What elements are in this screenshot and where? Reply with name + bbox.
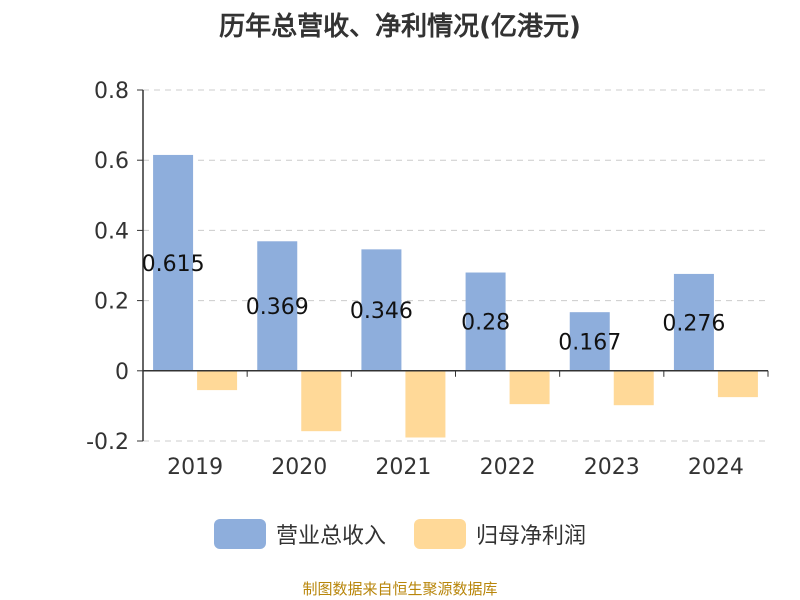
bar-net-profit[interactable] <box>509 370 550 405</box>
chart-legend: 营业总收入 归母净利润 <box>0 518 800 550</box>
x-tick-label: 2020 <box>271 455 327 480</box>
data-label-revenue: 0.615 <box>142 252 205 277</box>
y-tick-label: 0 <box>115 360 129 385</box>
legend-swatch-revenue <box>213 519 266 549</box>
bar-net-profit[interactable] <box>405 370 446 438</box>
legend-item-revenue[interactable]: 营业总收入 <box>213 518 386 550</box>
data-label-revenue: 0.346 <box>350 299 413 324</box>
bar-revenue[interactable] <box>361 249 402 371</box>
y-tick-label: -0.2 <box>86 430 129 455</box>
x-tick-label: 2024 <box>688 455 744 480</box>
bar-net-profit[interactable] <box>197 370 238 391</box>
data-source-note: 制图数据来自恒生聚源数据库 <box>302 580 498 598</box>
bar-revenue[interactable] <box>257 241 298 371</box>
y-tick-label: 0.6 <box>94 149 129 174</box>
bar-net-profit[interactable] <box>613 370 654 406</box>
data-label-revenue: 0.28 <box>461 311 510 336</box>
legend-label-net-profit: 归母净利润 <box>476 524 587 549</box>
bar-revenue[interactable] <box>569 312 610 371</box>
bar-revenue[interactable] <box>673 273 714 371</box>
bar-net-profit[interactable] <box>717 370 758 398</box>
x-tick-label: 2023 <box>584 455 640 480</box>
bar-revenue[interactable] <box>153 154 194 371</box>
bar-revenue[interactable] <box>465 272 506 371</box>
x-tick-label: 2022 <box>480 455 536 480</box>
y-tick-label: 0.2 <box>94 290 129 315</box>
data-label-revenue: 0.167 <box>558 330 621 355</box>
data-label-revenue: 0.276 <box>662 311 725 336</box>
x-tick-label: 2019 <box>167 455 223 480</box>
bar-net-profit[interactable] <box>301 370 342 432</box>
legend-item-net-profit[interactable]: 归母净利润 <box>414 518 586 550</box>
x-tick-label: 2021 <box>375 455 431 480</box>
data-label-revenue: 0.369 <box>246 295 309 320</box>
y-tick-label: 0.4 <box>94 219 129 244</box>
legend-swatch-net-profit <box>414 519 466 549</box>
y-tick-label: 0.8 <box>94 79 129 104</box>
chart-title: 历年总营收、净利情况(亿港元) <box>219 12 581 42</box>
legend-label-revenue: 营业总收入 <box>275 524 386 549</box>
